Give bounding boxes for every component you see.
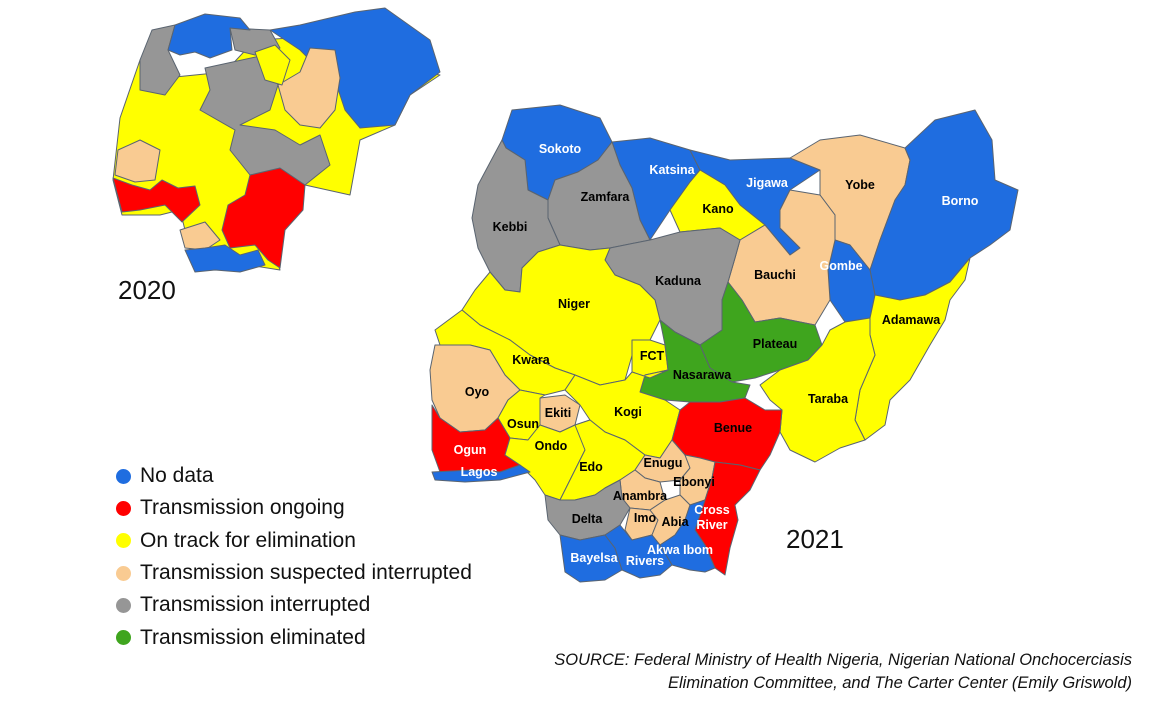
state-label-kebbi: Kebbi bbox=[493, 220, 528, 234]
legend-item-ongoing: Transmission ongoing bbox=[116, 492, 472, 524]
map-2020-region-interrupted-central bbox=[199, 54, 331, 186]
legend-swatch-no-data bbox=[116, 468, 131, 484]
source-line-1: SOURCE: Federal Ministry of Health Niger… bbox=[554, 651, 1132, 669]
legend-item-interrupted: Transmission interrupted bbox=[116, 589, 472, 621]
map-2020-region-suspected-s bbox=[179, 221, 221, 251]
legend-item-eliminated: Transmission eliminated bbox=[116, 621, 472, 653]
legend-label: On track for elimination bbox=[140, 528, 356, 552]
state-label-plateau: Plateau bbox=[753, 337, 797, 351]
legend: No data Transmission ongoing On track for … bbox=[116, 460, 472, 654]
state-label-ebonyi: Ebonyi bbox=[673, 475, 715, 489]
map-2020-region-no-data-s bbox=[184, 244, 266, 273]
state-label-anambra: Anambra bbox=[613, 489, 668, 503]
legend-swatch-on-track bbox=[116, 533, 131, 549]
state-label-imo: Imo bbox=[634, 511, 657, 525]
state-label-ogun: Ogun bbox=[454, 443, 487, 457]
state-label-jigawa: Jigawa bbox=[746, 176, 789, 190]
legend-swatch-interrupted bbox=[116, 597, 131, 613]
state-label-rivers: Rivers bbox=[626, 554, 664, 568]
legend-label: Transmission interrupted bbox=[140, 593, 371, 617]
legend-swatch-suspected bbox=[116, 565, 131, 581]
state-label-fct: FCT bbox=[640, 349, 665, 363]
legend-label: No data bbox=[140, 464, 214, 488]
state-label-oyo: Oyo bbox=[465, 385, 490, 399]
legend-label: Transmission eliminated bbox=[140, 625, 366, 649]
state-label-ondo: Ondo bbox=[535, 439, 568, 453]
state-label-ekiti: Ekiti bbox=[545, 406, 571, 420]
source-line-2: Elimination Committee, and The Carter Ce… bbox=[668, 674, 1132, 692]
state-label-nasarawa: Nasarawa bbox=[673, 368, 732, 382]
legend-label: Transmission suspected interrupted bbox=[140, 561, 472, 585]
legend-label: Transmission ongoing bbox=[140, 496, 345, 520]
source-note: SOURCE: Federal Ministry of Health Niger… bbox=[554, 649, 1132, 695]
state-label-gombe: Gombe bbox=[819, 259, 862, 273]
state-label-taraba: Taraba bbox=[808, 392, 849, 406]
state-label-akwa-ibom: Akwa Ibom bbox=[647, 543, 713, 557]
map-2020-region-suspected-ne bbox=[277, 47, 341, 129]
state-label-enugu: Enugu bbox=[644, 456, 683, 470]
map-2020-region-suspected-w bbox=[114, 139, 161, 183]
map-2020-region-no-data-north bbox=[167, 13, 251, 59]
state-label-edo: Edo bbox=[579, 460, 603, 474]
state-rivers[interactable] bbox=[604, 524, 673, 579]
legend-item-no-data: No data bbox=[116, 460, 472, 492]
state-label-benue: Benue bbox=[714, 421, 752, 435]
state-label-borno: Borno bbox=[942, 194, 979, 208]
map-2020-region-on-track-north bbox=[254, 44, 291, 86]
state-label-bayelsa: Bayelsa bbox=[570, 551, 618, 565]
state-label-kano: Kano bbox=[702, 202, 734, 216]
state-label-delta: Delta bbox=[572, 512, 604, 526]
state-label-bauchi: Bauchi bbox=[754, 268, 796, 282]
state-label-abia: Abia bbox=[661, 515, 689, 529]
year-2020-label: 2020 bbox=[118, 275, 176, 305]
state-label-niger: Niger bbox=[558, 297, 590, 311]
legend-item-suspected: Transmission suspected interrupted bbox=[116, 557, 472, 589]
map-2020-region-ongoing-se bbox=[221, 167, 306, 269]
state-lagos[interactable] bbox=[431, 464, 531, 483]
state-label-lagos: Lagos bbox=[461, 465, 498, 479]
state-label-kaduna: Kaduna bbox=[655, 274, 702, 288]
legend-item-on-track: On track for elimination bbox=[116, 525, 472, 557]
state-label-adamawa: Adamawa bbox=[882, 313, 941, 327]
state-label-zamfara: Zamfara bbox=[581, 190, 631, 204]
year-2021-label: 2021 bbox=[786, 524, 844, 554]
state-label-osun: Osun bbox=[507, 417, 539, 431]
legend-swatch-ongoing bbox=[116, 500, 131, 516]
legend-swatch-eliminated bbox=[116, 630, 131, 646]
map-2020-region-ongoing-w bbox=[112, 177, 201, 223]
state-label-sokoto: Sokoto bbox=[539, 142, 582, 156]
state-label-kwara: Kwara bbox=[512, 353, 551, 367]
state-label-yobe: Yobe bbox=[845, 178, 875, 192]
state-label-cross-river: Cross River bbox=[694, 503, 729, 532]
state-label-kogi: Kogi bbox=[614, 405, 642, 419]
state-label-katsina: Katsina bbox=[649, 163, 695, 177]
